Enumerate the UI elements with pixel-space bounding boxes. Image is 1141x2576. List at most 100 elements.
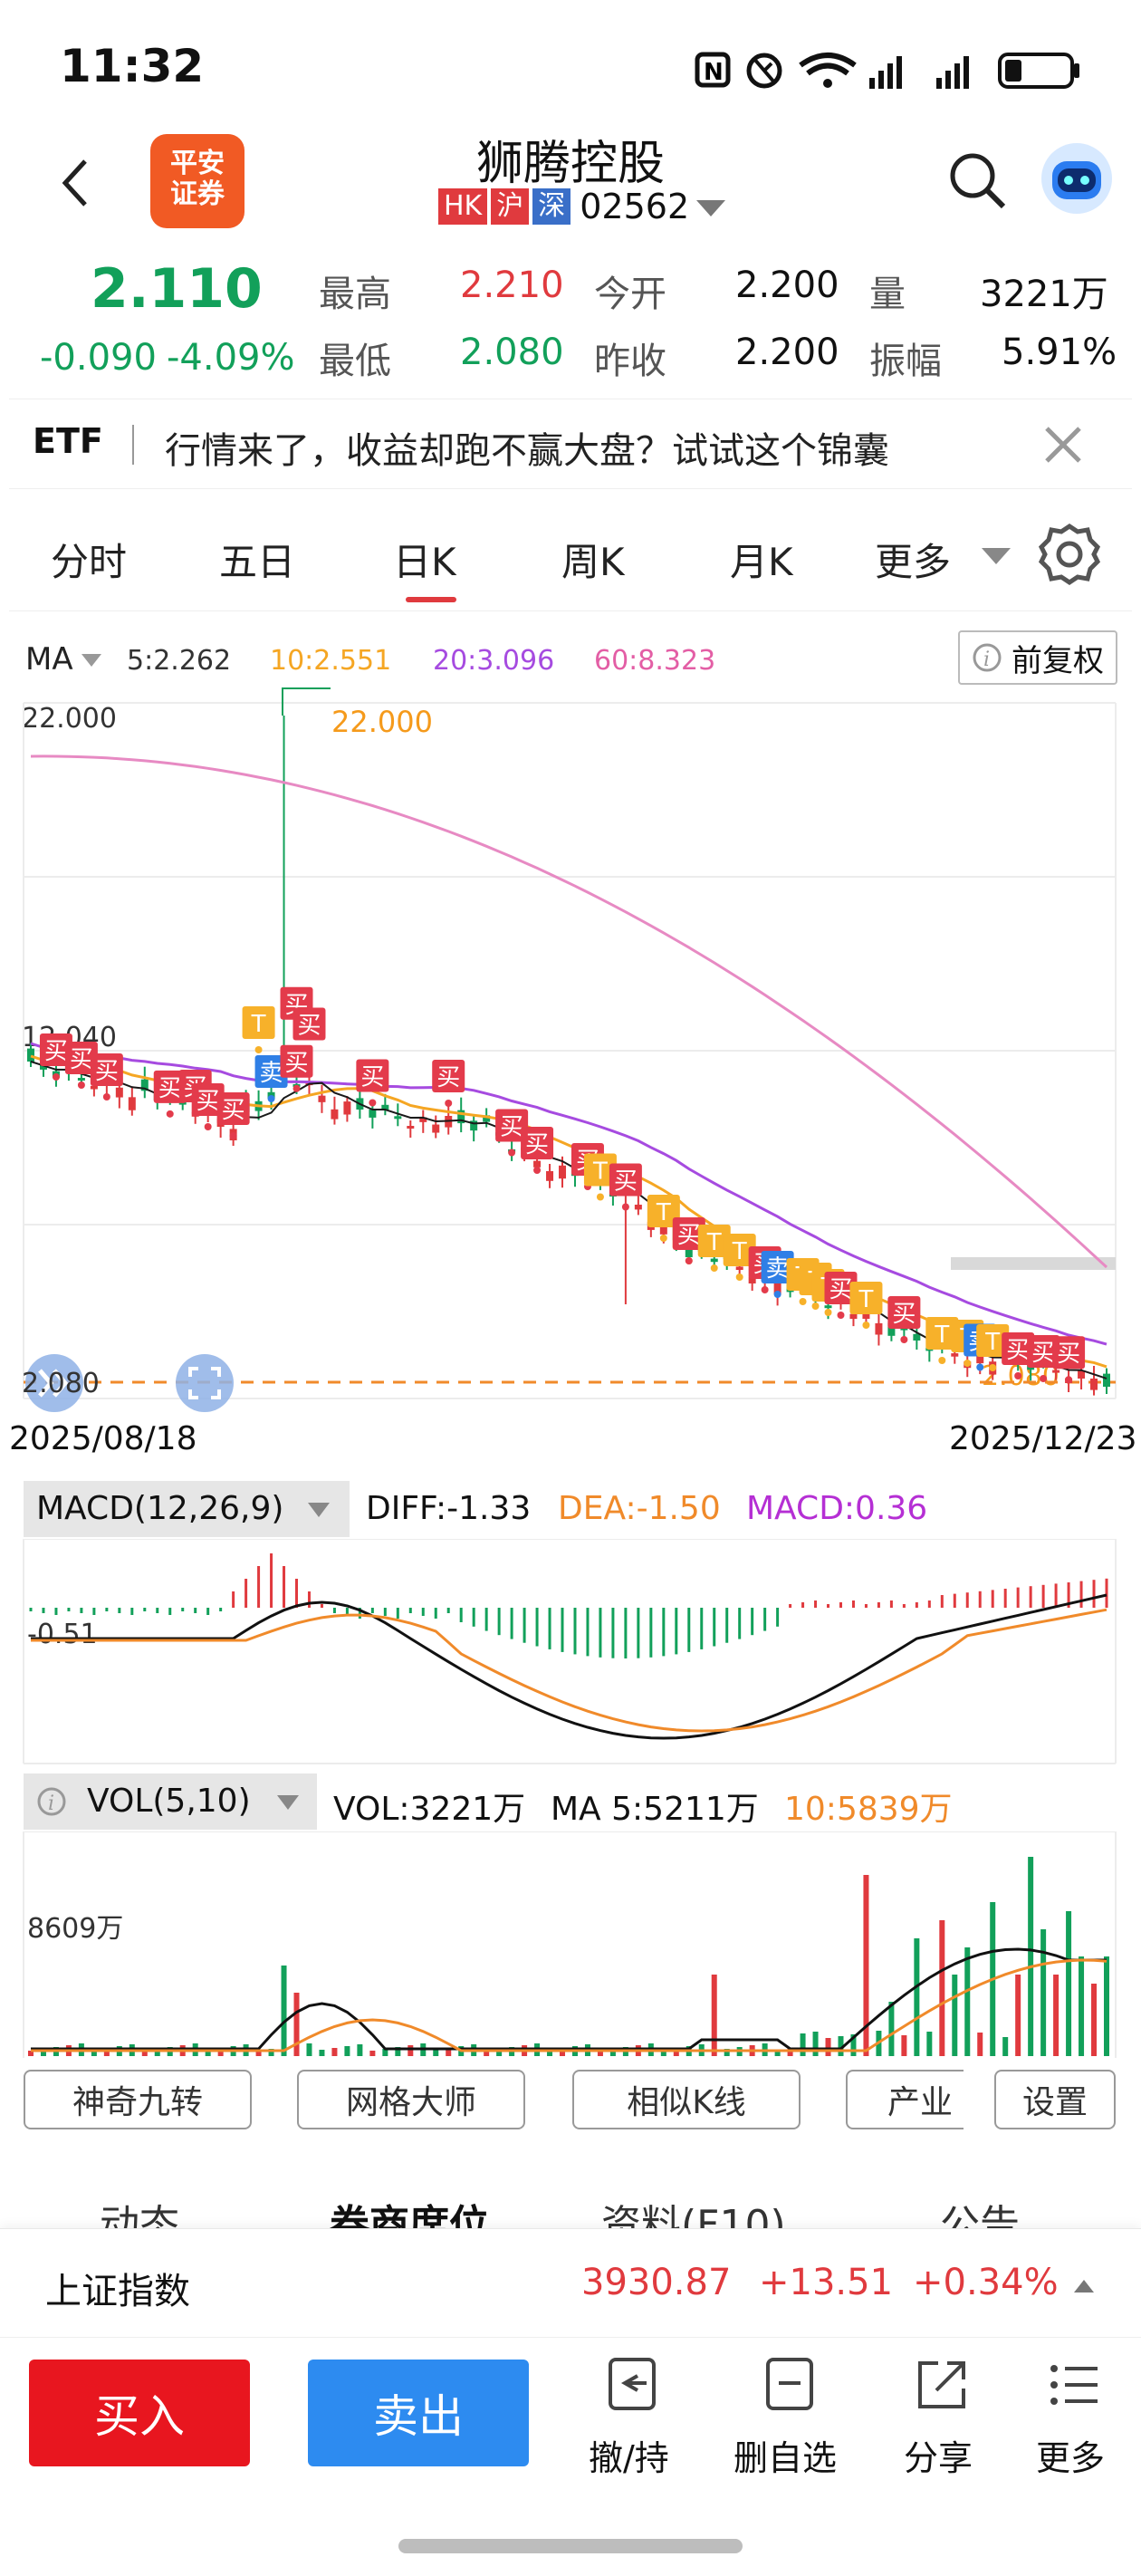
buy-signal: 买	[280, 1044, 313, 1092]
volume-bar	[40, 2049, 46, 2056]
candle-body	[178, 1101, 187, 1105]
bottom-action-bar: 买入 卖出 撤/持 删自选 分享 更多	[0, 2337, 1141, 2576]
scroll-left-button[interactable]	[25, 1354, 83, 1412]
etf-promo-bar[interactable]: ETF 行情来了，收益却跑不赢大盘？试试这个锦囊	[9, 399, 1132, 489]
open-label: 今开	[594, 274, 666, 315]
status-time: 11:32	[60, 40, 205, 92]
chevron-up-icon[interactable]	[1072, 2276, 1096, 2294]
back-icon[interactable]	[58, 156, 94, 210]
volume-bar	[1104, 1956, 1109, 2056]
volume-bar	[331, 2048, 338, 2056]
volume-label: 量	[869, 274, 906, 315]
kline-chart-area[interactable]: MA 5:2.262 10:2.551 20:3.096 60:8.323 i …	[0, 616, 1141, 1476]
t-signal: T	[723, 1234, 756, 1281]
sell-button[interactable]: 卖出	[308, 2360, 529, 2466]
industry-button[interactable]: 产业	[846, 2070, 964, 2129]
info-icon: i	[973, 643, 1002, 672]
subtab-announcements[interactable]: 公告	[940, 2202, 1020, 2228]
svg-text:买: 买	[360, 1064, 384, 1091]
index-ticker[interactable]: 上证指数 3930.87 +13.51 +0.34%	[0, 2228, 1141, 2337]
svg-text:买: 买	[500, 1114, 523, 1141]
volume-bar	[711, 1975, 717, 2056]
svg-text:T: T	[592, 1158, 608, 1186]
svg-text:T: T	[732, 1238, 747, 1265]
macd-panel[interactable]: MACD(12,26,9) DIFF:-1.33 DEA:-1.50 MACD:…	[0, 1481, 1141, 1771]
macd-title[interactable]: MACD(12,26,9)	[36, 1490, 284, 1527]
ma-label[interactable]: MA	[25, 641, 73, 678]
volume-bar	[154, 2049, 160, 2056]
volume-bar	[724, 2049, 730, 2056]
candle-body	[115, 1087, 123, 1098]
broker-logo[interactable]: 平安 证券	[150, 134, 244, 228]
robot-assistant-icon[interactable]	[1040, 141, 1114, 216]
buy-button[interactable]: 买入	[29, 2360, 250, 2466]
index-value: 3930.87	[581, 2262, 732, 2303]
share-action[interactable]: 分享	[896, 2356, 987, 2501]
volume-title[interactable]: VOL(5,10)	[87, 1783, 251, 1820]
similar-kline-button[interactable]: 相似K线	[572, 2070, 801, 2129]
subtab-news[interactable]: 动态	[100, 2202, 179, 2228]
promo-divider	[132, 425, 134, 465]
y-axis-bottom: 2.080	[22, 1368, 100, 1399]
t-signal: T	[647, 1195, 680, 1242]
stock-code-row[interactable]: HK 沪 深 02562	[438, 187, 729, 226]
active-tab-indicator	[406, 597, 456, 602]
adjust-mode-button[interactable]: i 前复权	[958, 630, 1117, 685]
buy-signal: 买	[292, 1007, 326, 1055]
grid-master-button[interactable]: 网格大师	[297, 2070, 525, 2129]
volume-bar	[609, 2049, 616, 2056]
svg-text:买: 买	[1031, 1340, 1055, 1367]
volume-bar	[660, 2050, 666, 2056]
macd-title-box[interactable]	[24, 1481, 350, 1537]
buy-signal: 买	[609, 1163, 642, 1211]
low-label: 最低	[319, 341, 391, 382]
ma60-line	[30, 755, 1108, 1269]
cancel-hold-action[interactable]: 撤/持	[580, 2356, 679, 2501]
candle-body	[90, 1085, 98, 1090]
high-price-marker: 22.000	[331, 705, 433, 739]
volume-bar	[395, 2047, 401, 2056]
macd-canvas[interactable]	[0, 1539, 1141, 1765]
settings-button[interactable]: 设置	[994, 2070, 1116, 2129]
tab-daily-k[interactable]: 日K	[393, 540, 456, 584]
battery-icon	[998, 53, 1079, 89]
candle-body	[887, 1322, 896, 1336]
volume-bar	[28, 2051, 34, 2056]
volume-canvas[interactable]	[0, 1831, 1141, 2058]
candle-body	[824, 1305, 832, 1309]
close-icon[interactable]	[1043, 425, 1083, 465]
chevron-down-icon	[82, 654, 101, 667]
svg-text:N: N	[704, 59, 724, 86]
more-action[interactable]: 更多	[1029, 2356, 1119, 2501]
remove-watchlist-action[interactable]: 删自选	[730, 2356, 848, 2501]
volume-panel[interactable]: i VOL(5,10) VOL:3221万 MA 5:5211万 10:5839…	[0, 1773, 1141, 2063]
kline-canvas[interactable]: 买买买买买买买T卖买买买买买买买买T买TT买TT买卖TTT买T买TT卖T买买买	[0, 616, 1141, 1413]
svg-text:买: 买	[70, 1046, 93, 1073]
fullscreen-button[interactable]	[176, 1354, 234, 1412]
t-signal: T	[583, 1153, 617, 1201]
candle-body	[951, 1353, 959, 1357]
tab-more[interactable]: 更多	[875, 540, 952, 584]
gear-icon[interactable]	[1038, 523, 1101, 586]
svg-text:买: 买	[197, 1088, 220, 1115]
subtab-f10[interactable]: 资料(F10)	[601, 2202, 786, 2228]
candle-body	[394, 1116, 402, 1120]
index-name: 上证指数	[45, 2271, 190, 2312]
candle-body	[331, 1109, 339, 1120]
status-bar: 11:32 N	[0, 0, 1141, 136]
svg-text:买: 买	[95, 1058, 119, 1085]
volume-title-box[interactable]	[24, 1773, 317, 1830]
subtab-broker-seats[interactable]: 券商席位	[330, 2202, 489, 2228]
tab-intraday[interactable]: 分时	[51, 540, 128, 584]
tab-weekly-k[interactable]: 周K	[561, 540, 625, 584]
volume-bar	[1015, 1975, 1021, 2056]
date-end: 2025/12/23	[949, 1420, 1137, 1457]
ma20-legend: 20:3.096	[433, 645, 555, 677]
tab-five-day[interactable]: 五日	[219, 540, 296, 584]
magic-nine-button[interactable]: 神奇九转	[24, 2070, 252, 2129]
volume-ma5-line	[31, 1947, 1107, 2051]
tab-monthly-k[interactable]: 月K	[730, 540, 793, 584]
macd-dea: DEA:-1.50	[558, 1490, 721, 1527]
open-value: 2.200	[735, 264, 839, 306]
search-icon[interactable]	[947, 150, 1009, 212]
